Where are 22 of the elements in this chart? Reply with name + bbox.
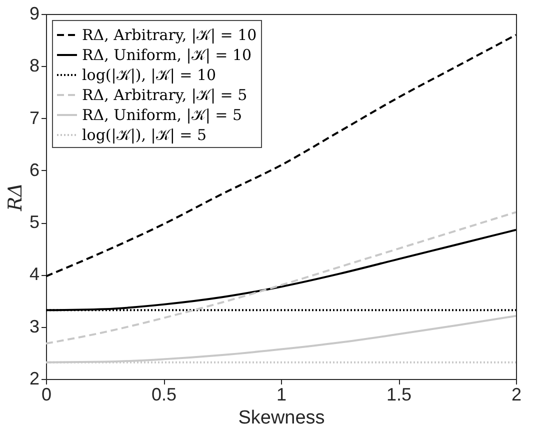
legend-label: RΔ, Arbitrary, |𝒦| = 5 — [82, 86, 248, 104]
x-tick-label: 2 — [511, 384, 522, 404]
y-tick-label: 5 — [29, 212, 40, 232]
legend-label: log(|𝒦|), |𝒦| = 5 — [82, 126, 207, 144]
legend-label: RΔ, Uniform, |𝒦| = 5 — [82, 106, 242, 124]
y-tick-label: 4 — [29, 264, 40, 284]
y-tick-label: 6 — [29, 160, 40, 180]
y-tick-label: 2 — [29, 368, 40, 388]
x-tick-label: 0.5 — [151, 384, 177, 404]
legend-label: RΔ, Uniform, |𝒦| = 10 — [82, 46, 252, 64]
x-tick-label: 0 — [41, 384, 52, 404]
y-axis-title: RΔ — [4, 182, 26, 212]
x-axis-title: Skewness — [238, 408, 325, 428]
legend-label: log(|𝒦|), |𝒦| = 10 — [82, 66, 216, 84]
legend-label: RΔ, Arbitrary, |𝒦| = 10 — [82, 26, 257, 44]
y-tick-label: 8 — [29, 56, 40, 76]
line-series — [46, 211, 516, 345]
x-tick-label: 1.5 — [386, 384, 412, 404]
x-tick-label: 1 — [276, 384, 287, 404]
y-tick-label: 7 — [29, 108, 40, 128]
y-tick-label: 3 — [29, 316, 40, 336]
y-tick-label: 9 — [29, 4, 40, 24]
